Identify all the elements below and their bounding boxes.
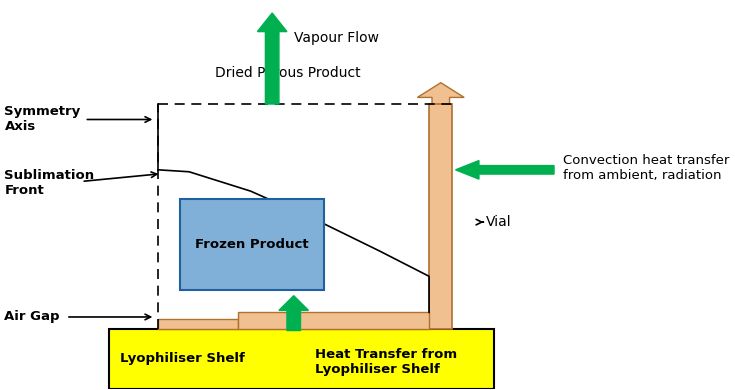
FancyArrow shape bbox=[257, 13, 287, 104]
Bar bbox=[109, 329, 494, 388]
Text: Vapour Flow: Vapour Flow bbox=[294, 31, 379, 45]
FancyArrow shape bbox=[417, 83, 465, 312]
Text: Symmetry
Axis: Symmetry Axis bbox=[4, 105, 81, 133]
Bar bbox=[429, 104, 453, 329]
Text: Dried Porous Product: Dried Porous Product bbox=[215, 66, 360, 80]
Bar bbox=[158, 319, 238, 329]
Bar bbox=[238, 312, 429, 329]
Text: Lyophiliser Shelf: Lyophiliser Shelf bbox=[121, 352, 245, 365]
Text: Heat Transfer from
Lyophiliser Shelf: Heat Transfer from Lyophiliser Shelf bbox=[315, 347, 457, 376]
Text: Sublimation
Front: Sublimation Front bbox=[4, 169, 95, 197]
Bar bbox=[180, 199, 324, 290]
Text: Air Gap: Air Gap bbox=[4, 310, 60, 323]
FancyArrow shape bbox=[279, 296, 309, 331]
FancyArrow shape bbox=[456, 161, 554, 179]
Text: Convection heat transfer
from ambient, radiation: Convection heat transfer from ambient, r… bbox=[563, 154, 730, 182]
Text: Frozen Product: Frozen Product bbox=[196, 238, 309, 251]
Text: Vial: Vial bbox=[487, 215, 512, 229]
